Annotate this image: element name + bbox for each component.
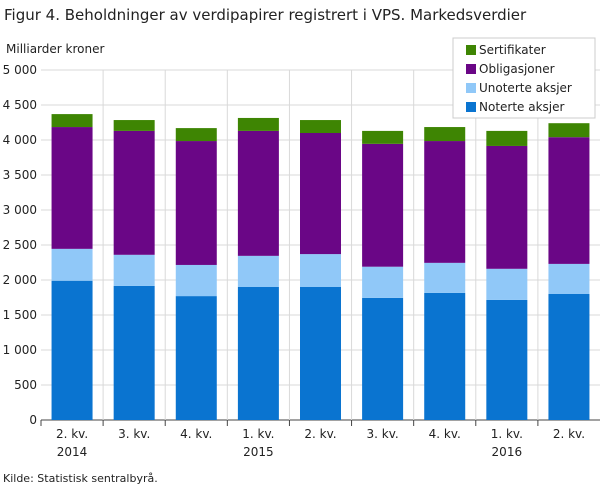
legend-box [452, 37, 596, 119]
bar-segment-obligasjoner [51, 127, 93, 249]
bar-segment-noterte-aksjer [113, 285, 155, 420]
bar-segment-noterte-aksjer [51, 280, 93, 420]
x-tick-label: 2. kv. [56, 427, 88, 441]
bar-segment-unoterte-aksjer [424, 262, 466, 293]
bar-segment-unoterte-aksjer [175, 264, 217, 297]
bar-segment-noterte-aksjer [486, 299, 528, 420]
bar-segment-sertifikater [362, 130, 404, 144]
bar-segment-obligasjoner [486, 145, 528, 269]
bar-segment-unoterte-aksjer [362, 266, 404, 298]
y-tick-label: 4 000 [3, 133, 37, 147]
y-tick-label: 1 000 [3, 343, 37, 357]
legend-swatch [466, 83, 476, 93]
bar-segment-obligasjoner [362, 143, 404, 267]
x-tick-year: 2015 [243, 445, 274, 459]
y-tick-label: 3 500 [3, 168, 37, 182]
y-axis-label: Milliarder kroner [6, 42, 105, 56]
bar-segment-obligasjoner [548, 137, 590, 264]
bar-segment-noterte-aksjer [175, 296, 217, 420]
x-tick-label: 4. kv. [180, 427, 212, 441]
bar-segment-sertifikater [548, 123, 590, 138]
x-tick-label: 4. kv. [429, 427, 461, 441]
bar-segment-sertifikater [113, 120, 155, 131]
y-tick-label: 4 500 [3, 98, 37, 112]
bar-segment-sertifikater [175, 128, 217, 142]
bar-segment-obligasjoner [424, 141, 466, 263]
bar-segment-unoterte-aksjer [548, 263, 590, 294]
bar-segment-noterte-aksjer [237, 287, 279, 420]
x-tick-label: 1. kv. [242, 427, 274, 441]
legend-label: Obligasjoner [479, 62, 555, 76]
bar-segment-obligasjoner [300, 133, 341, 255]
y-tick-label: 2 000 [3, 273, 37, 287]
bar-segment-obligasjoner [113, 130, 155, 255]
source-note: Kilde: Statistisk sentralbyrå. [3, 472, 158, 485]
x-tick-year: 2014 [57, 445, 88, 459]
bar-segment-noterte-aksjer [300, 287, 341, 420]
bar-segment-sertifikater [486, 130, 528, 146]
bar-segment-unoterte-aksjer [113, 254, 155, 286]
bar-segment-sertifikater [237, 117, 279, 131]
x-tick-label: 3. kv. [367, 427, 399, 441]
bar-segment-unoterte-aksjer [300, 254, 341, 287]
bar-segment-unoterte-aksjer [237, 255, 279, 287]
legend-label: Noterte aksjer [479, 100, 565, 114]
x-tick-label: 2. kv. [553, 427, 585, 441]
bar-segment-noterte-aksjer [362, 297, 404, 420]
bar-segment-sertifikater [51, 114, 93, 128]
bar-segment-unoterte-aksjer [486, 268, 528, 300]
x-tick-year: 2016 [492, 445, 523, 459]
y-tick-label: 1 500 [3, 308, 37, 322]
y-tick-label: 3 000 [3, 203, 37, 217]
y-tick-label: 0 [29, 413, 37, 427]
bar-segment-noterte-aksjer [424, 292, 466, 420]
x-tick-label: 3. kv. [118, 427, 150, 441]
bar-segment-sertifikater [300, 120, 341, 133]
bar-segment-obligasjoner [175, 141, 217, 265]
y-tick-label: 5 000 [3, 63, 37, 77]
legend-swatch [466, 64, 476, 74]
legend-swatch [466, 102, 476, 112]
x-tick-label: 1. kv. [491, 427, 523, 441]
bar-segment-unoterte-aksjer [51, 248, 93, 281]
y-tick-label: 2 500 [3, 238, 37, 252]
bar-segment-sertifikater [424, 127, 466, 142]
legend-swatch [466, 45, 476, 55]
x-tick-label: 2. kv. [304, 427, 336, 441]
chart-title: Figur 4. Beholdninger av verdipapirer re… [4, 6, 527, 24]
legend-label: Unoterte aksjer [479, 81, 572, 95]
y-tick-label: 500 [14, 378, 37, 392]
legend-label: Sertifikater [479, 43, 546, 57]
bar-segment-noterte-aksjer [548, 294, 590, 420]
bar-segment-obligasjoner [237, 130, 279, 256]
